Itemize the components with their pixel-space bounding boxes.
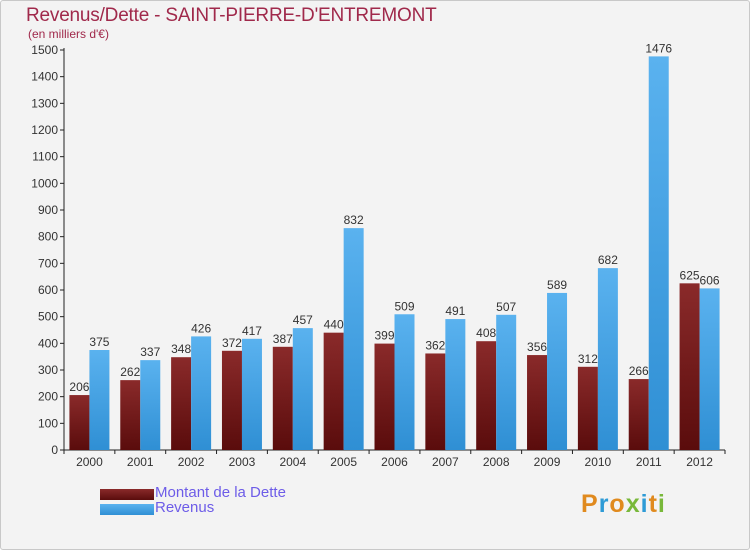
legend-label-revenue: Revenus (155, 499, 215, 516)
bar-debt (628, 379, 649, 450)
data-label-debt: 387 (273, 332, 293, 346)
bar-revenue (445, 319, 466, 450)
bar-debt (476, 341, 497, 450)
legend-swatch-debt (100, 489, 154, 500)
y-tick-label: 700 (38, 256, 58, 270)
data-label-debt: 362 (425, 338, 445, 352)
proxiti-logo: Proxiti (581, 490, 666, 519)
bar-debt (679, 283, 700, 450)
bar-debt (374, 343, 395, 450)
y-tick-label: 600 (38, 283, 58, 297)
data-label-debt: 625 (680, 268, 700, 282)
y-tick-label: 1400 (31, 70, 58, 84)
data-label-debt: 262 (120, 365, 140, 379)
x-tick-label: 2007 (432, 455, 459, 469)
y-tick-label: 400 (38, 336, 58, 350)
legend-swatch-revenue (100, 504, 154, 515)
y-tick-label: 300 (38, 363, 58, 377)
y-tick-label: 500 (38, 310, 58, 324)
x-tick-label: 2011 (636, 455, 662, 469)
bar-debt (577, 366, 598, 450)
y-tick-label: 200 (38, 390, 58, 404)
data-label-debt: 348 (171, 342, 191, 356)
x-tick-label: 2012 (686, 455, 713, 469)
bar-debt (221, 350, 242, 450)
data-label-revenue: 457 (293, 313, 313, 327)
y-tick-label: 100 (38, 416, 58, 430)
y-tick-label: 1300 (31, 96, 58, 110)
legend-label-debt: Montant de la Dette (155, 484, 286, 501)
data-label-debt: 356 (527, 340, 547, 354)
bar-revenue (547, 292, 568, 450)
data-label-revenue: 832 (344, 213, 364, 227)
data-label-revenue: 426 (191, 321, 211, 335)
data-label-debt: 440 (324, 318, 344, 332)
data-label-debt: 206 (69, 380, 89, 394)
x-tick-label: 2003 (229, 455, 256, 469)
data-label-debt: 399 (374, 329, 394, 343)
bar-revenue (699, 288, 720, 450)
data-label-revenue: 375 (89, 335, 109, 349)
bar-debt (272, 346, 293, 450)
bar-debt (69, 395, 90, 450)
data-label-debt: 408 (476, 326, 496, 340)
bar-debt (323, 332, 344, 450)
x-tick-label: 2006 (381, 455, 408, 469)
bar-revenue (343, 228, 364, 450)
y-tick-label: 800 (38, 230, 58, 244)
y-tick-label: 1200 (31, 123, 58, 137)
x-tick-label: 2000 (76, 455, 103, 469)
data-label-revenue: 589 (547, 278, 567, 292)
bar-revenue (191, 336, 212, 450)
y-tick-label: 1100 (32, 150, 58, 164)
data-label-revenue: 337 (140, 345, 160, 359)
logo-letter: o (609, 490, 626, 518)
y-tick-label: 900 (38, 203, 58, 217)
logo-letter: t (648, 490, 658, 518)
logo-letter: i (657, 490, 666, 518)
data-label-revenue: 1476 (645, 41, 672, 55)
bar-debt (425, 353, 446, 450)
x-tick-label: 2002 (178, 455, 205, 469)
data-label-debt: 372 (222, 336, 242, 350)
data-label-revenue: 509 (394, 299, 414, 313)
logo-letter: P (581, 490, 599, 518)
chart-subtitle: (en milliers d'€) (28, 27, 109, 41)
y-tick-label: 1000 (31, 176, 58, 190)
data-label-revenue: 417 (242, 324, 262, 338)
data-label-revenue: 491 (445, 304, 465, 318)
data-label-debt: 312 (578, 352, 598, 366)
x-tick-label: 2005 (330, 455, 357, 469)
logo-letter: i (640, 490, 649, 518)
x-tick-label: 2001 (127, 455, 154, 469)
bar-revenue (597, 268, 618, 450)
x-tick-label: 2009 (534, 455, 561, 469)
bar-revenue (394, 314, 415, 450)
bar-revenue (241, 338, 262, 450)
bar-revenue (89, 350, 110, 450)
x-tick-label: 2008 (483, 455, 510, 469)
bar-debt (120, 380, 141, 450)
bar-debt (171, 357, 192, 450)
data-label-revenue: 507 (496, 300, 516, 314)
bar-revenue (140, 360, 161, 450)
x-tick-label: 2010 (585, 455, 612, 469)
logo-letter: r (598, 490, 610, 518)
y-tick-label: 0 (51, 443, 58, 457)
bar-revenue (648, 56, 669, 451)
chart-title: Revenus/Dette - SAINT-PIERRE-D'ENTREMONT (26, 5, 437, 26)
logo-letter: x (625, 490, 641, 518)
data-label-revenue: 606 (700, 273, 720, 287)
y-tick-label: 1500 (31, 43, 58, 57)
data-label-revenue: 682 (598, 253, 618, 267)
data-label-debt: 266 (629, 364, 649, 378)
x-tick-label: 2004 (279, 455, 306, 469)
bar-revenue (496, 314, 517, 450)
bar-revenue (292, 328, 313, 450)
bar-debt (527, 355, 548, 450)
